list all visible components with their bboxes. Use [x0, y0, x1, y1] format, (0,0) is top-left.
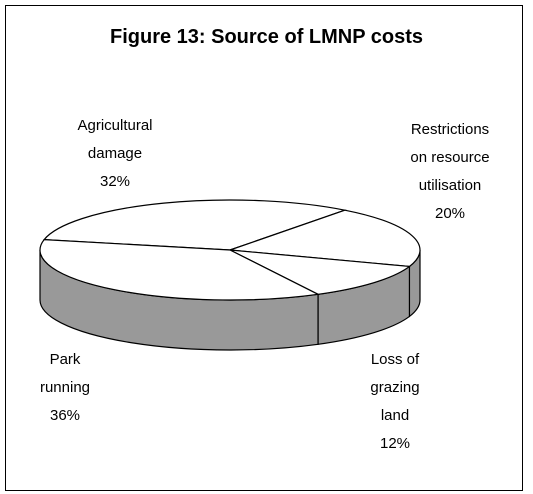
slice-label: Loss of grazing land 12% — [364, 346, 426, 458]
slice-name: Park running — [39, 351, 91, 396]
slice-value: 36% — [49, 407, 81, 424]
slice-label: Park running 36% — [34, 346, 96, 430]
slice-value: 12% — [379, 435, 411, 452]
slice-label: Restrictions on resource utilisation 20% — [403, 116, 498, 228]
chart-title: Figure 13: Source of LMNP costs — [109, 26, 424, 48]
slice-name: Loss of grazing land — [370, 351, 420, 424]
slice-value: 20% — [434, 205, 466, 222]
slice-name: Restrictions on resource utilisation — [410, 121, 490, 194]
pie-slice — [39, 238, 321, 301]
chart-frame — [5, 5, 523, 491]
slice-label: Agricultural damage 32% — [65, 112, 165, 196]
pie-slice — [42, 199, 348, 251]
slice-name: Agricultural damage — [77, 117, 153, 162]
slice-value: 32% — [99, 173, 131, 190]
pie-slice — [229, 249, 412, 295]
pie-slice — [229, 209, 421, 268]
